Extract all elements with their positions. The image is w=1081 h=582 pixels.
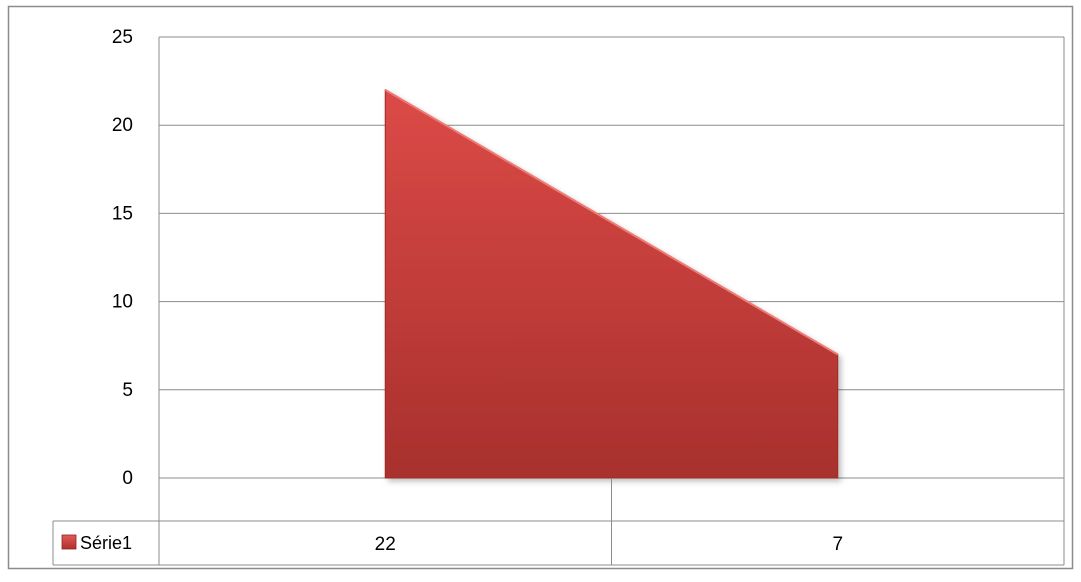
y-tick-label: 20 — [112, 115, 133, 136]
y-tick-label: 5 — [122, 380, 133, 401]
y-tick-label: 10 — [112, 292, 133, 313]
y-tick-label: 15 — [112, 203, 133, 224]
y-tick-label: 0 — [122, 468, 133, 489]
data-table: Série1 22 7 — [52, 478, 1064, 566]
y-axis-ticks: 0 5 10 15 20 25 — [112, 27, 133, 489]
legend-series-name: Série1 — [80, 533, 132, 553]
legend-key-icon — [61, 534, 77, 550]
area-top-edge — [384, 89, 839, 356]
y-tick-label: 25 — [112, 27, 133, 48]
series-layer — [384, 89, 839, 479]
gridlines — [158, 36, 1065, 565]
table-cell-value: 7 — [832, 534, 843, 555]
table-cell-value: 22 — [375, 534, 396, 555]
